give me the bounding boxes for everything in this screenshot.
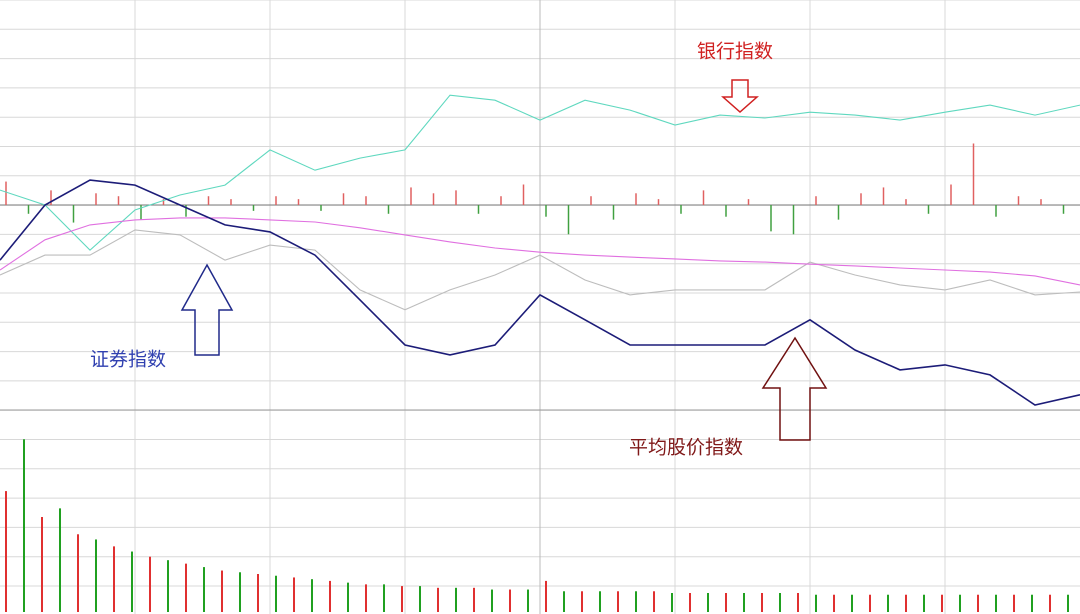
volume-bar [923,594,925,612]
volume-bar [149,556,151,612]
volume-bar [5,491,7,612]
volume-bar [779,593,781,612]
volume-bar [437,587,439,612]
securities-arrow [180,263,234,356]
volume-bar [257,574,259,612]
volume-bar [887,594,889,612]
volume-bar [131,551,133,612]
volume-bar [653,591,655,612]
volume-bar [689,593,691,612]
volume-bar [167,560,169,612]
volume-bar [383,584,385,612]
volume-bar [1013,594,1015,612]
volume-bar [509,589,511,612]
volume-bar [23,439,25,612]
volume-bar [347,582,349,612]
volume-bar [113,546,115,612]
volume-bar [725,593,727,612]
annotation: 平均股价指数 [629,437,743,459]
volume-bar [977,594,979,612]
volume-bar [59,508,61,612]
volume-bar [851,594,853,612]
volume-bar [491,589,493,612]
volume-bar [329,580,331,612]
annotation: 证券指数 [90,349,166,371]
volume-bar [869,594,871,612]
volume-bar [455,587,457,612]
volume-bar [941,594,943,612]
volume-bar [959,594,961,612]
average-arrow [761,336,828,441]
volume-bar [1031,594,1033,612]
volume-bar [707,593,709,612]
volume-bar [473,587,475,612]
volume-bar [995,594,997,612]
volume-bar [743,593,745,612]
volume-bar [581,591,583,612]
volume-bar [275,575,277,612]
volume-bar [1049,594,1051,612]
series-line [0,229,1080,311]
volume-bar [635,591,637,612]
volume-bar [311,579,313,612]
volume-bar [563,591,565,612]
volume-bar [293,577,295,612]
volume-bar [833,594,835,612]
volume-bar [239,572,241,612]
volume-bar [527,589,529,612]
series-line [0,94,1080,251]
volume-bar [221,570,223,612]
volume-bar [761,593,763,612]
volume-bar [365,584,367,612]
volume-bar [1067,594,1069,612]
volume-bar [419,586,421,612]
volume-bar [599,591,601,612]
volume-bar [905,594,907,612]
volume-bar [203,567,205,612]
volume-bar [797,593,799,612]
series-line [0,217,1080,286]
volume-bar [671,593,673,612]
series-line [0,179,1080,406]
volume-bar [95,539,97,612]
volume-bar [401,586,403,612]
volume-bar [545,580,547,612]
volume-bar [41,517,43,612]
volume-bar [815,594,817,612]
bank-arrow [721,79,759,114]
volume-bar [77,534,79,612]
volume-bar [185,563,187,612]
annotation: 银行指数 [697,41,773,63]
volume-bar [617,591,619,612]
